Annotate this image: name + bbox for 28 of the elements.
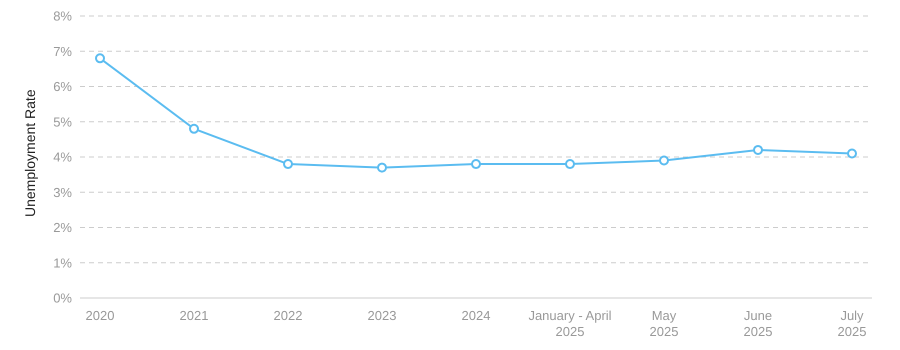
- x-tick-label: 2022: [274, 308, 302, 323]
- point: [377, 162, 387, 173]
- point: [189, 124, 199, 134]
- x-tick-label: June 2025: [744, 308, 772, 339]
- x-tick-label: January - April 2025: [528, 308, 612, 339]
- point: [753, 144, 763, 155]
- y-tick-label: 8%: [53, 8, 72, 24]
- point: [471, 159, 481, 170]
- y-tick-label: 0%: [53, 290, 72, 306]
- y-tick-label: 7%: [53, 44, 72, 59]
- x-tick-label: 2020: [86, 308, 114, 323]
- x-tick-label: 2023: [368, 308, 396, 323]
- y-tick-label: 1%: [53, 255, 72, 270]
- y-tick-label: 2%: [53, 220, 72, 236]
- point: [659, 156, 669, 166]
- y-tick-label: 5%: [53, 114, 72, 130]
- y-axis-title: Unemployment Rate: [22, 89, 38, 217]
- x-tick-label: 2021: [180, 308, 208, 323]
- x-tick-label: 2024: [462, 308, 490, 323]
- y-tick-label: 6%: [53, 79, 72, 94]
- point: [565, 159, 575, 170]
- x-tick-label: July 2025: [838, 308, 866, 339]
- y-tick-label: 3%: [53, 184, 72, 200]
- point: [283, 159, 293, 170]
- point: [95, 53, 105, 64]
- point: [847, 148, 857, 158]
- y-tick-label: 4%: [53, 150, 72, 165]
- x-tick-label: May 2025: [650, 308, 678, 339]
